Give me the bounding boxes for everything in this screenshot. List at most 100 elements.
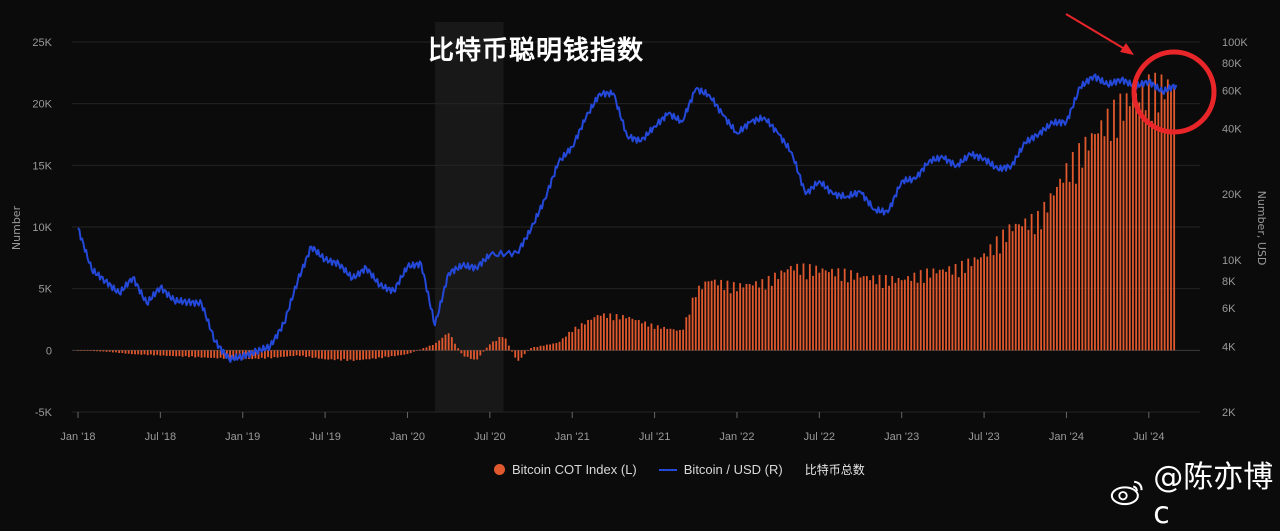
cot-bar: [194, 350, 197, 358]
cot-bar: [362, 350, 365, 360]
legend-item-btc[interactable]: Bitcoin / USD (R): [658, 462, 783, 477]
cot-bar: [1135, 93, 1138, 351]
cot-bar: [286, 350, 288, 357]
legend-label-cot: Bitcoin COT Index (L): [512, 462, 637, 477]
cot-bar: [549, 344, 551, 351]
cot-bar: [723, 290, 726, 351]
right-tick-label: 60K: [1222, 85, 1242, 97]
cot-bar: [1125, 93, 1128, 351]
cot-bar: [330, 350, 333, 360]
cot-bar: [412, 350, 415, 352]
cot-bar: [219, 350, 222, 358]
cot-bar: [707, 281, 710, 351]
cot-bar: [875, 284, 878, 351]
right-axis-ticks: 2K 4K 6K 8K 10K 20K 40K 60K 80K 100K: [1222, 37, 1248, 419]
cot-bar: [843, 268, 846, 351]
x-tick-label: Jan '23: [884, 431, 919, 443]
cot-bar: [729, 293, 732, 351]
right-tick-label: 6K: [1222, 303, 1236, 315]
x-tick-label: Jan '18: [60, 431, 95, 443]
cot-bar: [938, 269, 941, 351]
cot-bar: [352, 350, 355, 361]
cot-bar: [834, 276, 837, 351]
cot-bar: [460, 350, 463, 354]
cot-bar: [891, 276, 894, 351]
cot-bar: [929, 277, 932, 351]
legend-item-cot[interactable]: Bitcoin COT Index (L): [494, 462, 637, 477]
cot-bar: [200, 350, 203, 358]
cot-bar: [517, 350, 520, 361]
cot-bar: [251, 350, 254, 360]
cot-bar: [495, 341, 498, 351]
cot-bar: [799, 274, 802, 351]
cot-bar: [406, 350, 409, 355]
cot-bar: [454, 343, 456, 351]
cot-bar: [574, 326, 577, 351]
cot-bar: [593, 317, 596, 351]
right-axis-label: Number, USD: [1255, 191, 1268, 266]
cot-bar: [976, 259, 979, 351]
cot-bar: [805, 279, 808, 351]
overlay-title: 比特币聪明钱指数: [428, 36, 645, 66]
cot-bar: [989, 244, 992, 351]
cot-bar: [1157, 112, 1160, 351]
left-axis-label: Number: [10, 205, 23, 250]
cot-bar: [438, 340, 441, 351]
annotation-arrow-icon: [1065, 13, 1129, 52]
right-tick-label: 20K: [1222, 189, 1242, 201]
cot-bar: [378, 350, 380, 358]
cot-bar: [321, 350, 323, 359]
cot-bar: [108, 350, 111, 352]
cot-bar: [387, 350, 390, 358]
cot-bar: [685, 317, 688, 351]
cot-bar: [561, 338, 564, 351]
cot-bar: [701, 289, 704, 351]
left-tick-label: 15K: [32, 160, 52, 172]
cot-bar: [292, 350, 295, 357]
shaded-period: [434, 22, 504, 412]
cot-bar: [704, 281, 707, 351]
cot-bar: [156, 350, 159, 355]
cot-bar: [485, 347, 488, 351]
cot-bar: [568, 331, 570, 351]
cot-bar: [913, 272, 916, 351]
cot-bar: [336, 350, 339, 360]
cot-bar: [919, 270, 922, 351]
cot-bar: [983, 253, 985, 351]
cot-bar: [435, 342, 437, 351]
cot-bar: [191, 350, 193, 357]
cot-bar: [450, 337, 453, 351]
cot-bar: [583, 324, 586, 351]
cot-bar: [492, 341, 494, 351]
cot-bar: [691, 297, 694, 351]
cot-bar: [910, 280, 913, 351]
cot-bar: [187, 350, 190, 358]
cot-bar: [229, 350, 231, 360]
cot-bar: [523, 350, 526, 355]
cot-bar: [1011, 231, 1014, 351]
cot-bar: [197, 350, 200, 357]
cot-bar: [878, 274, 881, 351]
cot-bar: [206, 350, 209, 358]
cot-bar: [514, 350, 517, 358]
cot-bar: [469, 350, 472, 359]
cot-bar: [767, 275, 770, 351]
cot-bar: [488, 344, 491, 351]
cot-bar: [884, 274, 887, 351]
cot-bar: [289, 350, 292, 357]
cot-bar: [400, 350, 403, 356]
cot-bar: [650, 323, 653, 351]
cot-bar: [726, 280, 729, 351]
cot-bar: [663, 326, 665, 351]
cot-bar: [447, 333, 450, 351]
left-tick-label: 0: [46, 345, 52, 357]
cot-bar: [973, 257, 976, 351]
cot-bar: [482, 350, 485, 352]
cot-bar: [599, 315, 602, 351]
cot-bar: [1002, 229, 1004, 351]
cot-bar: [463, 350, 466, 357]
cot-bar: [298, 350, 301, 357]
cot-bar: [941, 269, 944, 351]
cot-bar: [343, 350, 346, 359]
cot-bar: [314, 350, 317, 358]
